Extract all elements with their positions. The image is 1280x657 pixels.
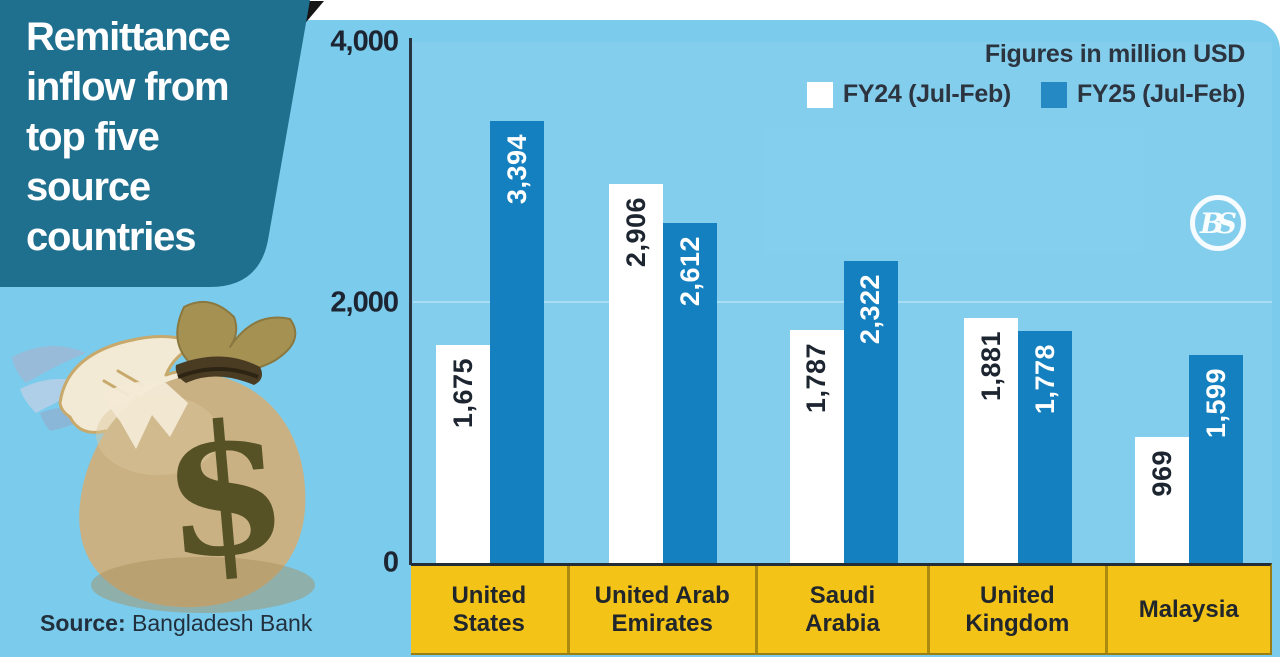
- bar-fy25: 1,599: [1189, 355, 1244, 563]
- bar-fy25: 1,778: [1018, 331, 1073, 563]
- bar-fy25: 2,322: [843, 261, 898, 563]
- y-axis-line: [409, 38, 412, 565]
- page-title: Remittance inflow from top five source c…: [26, 12, 311, 262]
- bar-group: 1,675 3,394: [411, 42, 569, 563]
- motion-streak-icon: [12, 345, 86, 383]
- legend-item-fy24: FY24 (Jul-Feb): [806, 80, 1011, 109]
- category-label: United States: [411, 566, 570, 653]
- title-line: source: [26, 165, 151, 209]
- category-label: Malaysia: [1138, 595, 1239, 623]
- bar-group: 1,881 1,778: [930, 42, 1107, 563]
- source-text: Bangladesh Bank: [132, 610, 313, 636]
- category-label: United Kingdom: [930, 566, 1108, 653]
- bar-value-label: 1,599: [1200, 368, 1231, 439]
- bar-group: 2,906 2,612: [569, 42, 757, 563]
- bar-chart: 4,000 2,000 0 1,675 3,394 2,906 2,612 1,787 2,3…: [330, 26, 1272, 579]
- tbs-monogram: BS: [1200, 206, 1237, 240]
- bar-value-label: 1,675: [447, 358, 478, 429]
- legend: FY24 (Jul-Feb) FY25 (Jul-Feb): [806, 80, 1245, 109]
- bar-fy25: 2,612: [663, 223, 718, 563]
- category-label: United Arab Emirates: [570, 566, 758, 653]
- source-note: Source: Bangladesh Bank: [40, 610, 312, 637]
- bar-fy24: 1,675: [436, 345, 491, 563]
- gridline-2000: [413, 301, 1272, 303]
- bar-value-label: 1,778: [1029, 344, 1060, 415]
- bag-tie-rope: [177, 367, 259, 379]
- bar-fy24: 1,787: [789, 330, 844, 563]
- dollar-sign: $: [154, 381, 296, 600]
- title-line: Remittance: [26, 15, 231, 59]
- bar-fy25: 3,394: [490, 121, 545, 563]
- y-axis-labels: 4,000 2,000 0: [330, 26, 1272, 579]
- category-label: Saudi Arabia: [758, 566, 931, 653]
- bar-fy24: 969: [1135, 437, 1190, 563]
- bar-value-label: 2,322: [855, 274, 885, 345]
- bar-value-label: 969: [1146, 450, 1177, 497]
- y-axis-label: 0: [382, 546, 399, 579]
- bar-group: 969 1,599: [1107, 42, 1272, 563]
- bar-value-label: 3,394: [501, 134, 532, 205]
- title-line: top five: [26, 115, 160, 159]
- y-axis-label: 2,000: [330, 286, 399, 318]
- bar-value-label: 1,881: [975, 331, 1006, 402]
- fy25-swatch-icon: [1040, 81, 1067, 108]
- tbs-logo: BS: [1190, 195, 1246, 251]
- units-note: Figures in million USD: [984, 40, 1245, 68]
- ruffle-icon: [104, 381, 188, 449]
- title-line: inflow from: [26, 65, 230, 109]
- ribbon-shape: [0, 0, 310, 287]
- bar-value-label: 2,612: [674, 236, 705, 307]
- title-ribbon: [0, 0, 324, 287]
- fy24-swatch-icon: [806, 81, 833, 108]
- bar-value-label: 1,787: [801, 343, 831, 414]
- category-band: United States United Arab Emirates Saudi A…: [411, 563, 1272, 655]
- flying-money-bag-illustration: $: [12, 300, 315, 613]
- bar-groups: 1,675 3,394 2,906 2,612 1,787 2,322 1,881 1,778…: [411, 42, 1272, 563]
- legend-label: FY24 (Jul-Feb): [842, 80, 1011, 108]
- y-axis-label: 4,000: [330, 25, 399, 58]
- source-label: Source:: [40, 610, 126, 636]
- bar-fy24: 1,881: [964, 318, 1019, 563]
- bar-fy24: 2,906: [609, 184, 664, 563]
- bar-value-label: 2,906: [620, 197, 651, 268]
- legend-item-fy25: FY25 (Jul-Feb): [1040, 80, 1245, 109]
- legend-label: FY25 (Jul-Feb): [1076, 80, 1245, 108]
- title-line: countries: [26, 215, 196, 259]
- bar-group: 1,787 2,322: [757, 42, 929, 563]
- bag-shading: [91, 557, 315, 613]
